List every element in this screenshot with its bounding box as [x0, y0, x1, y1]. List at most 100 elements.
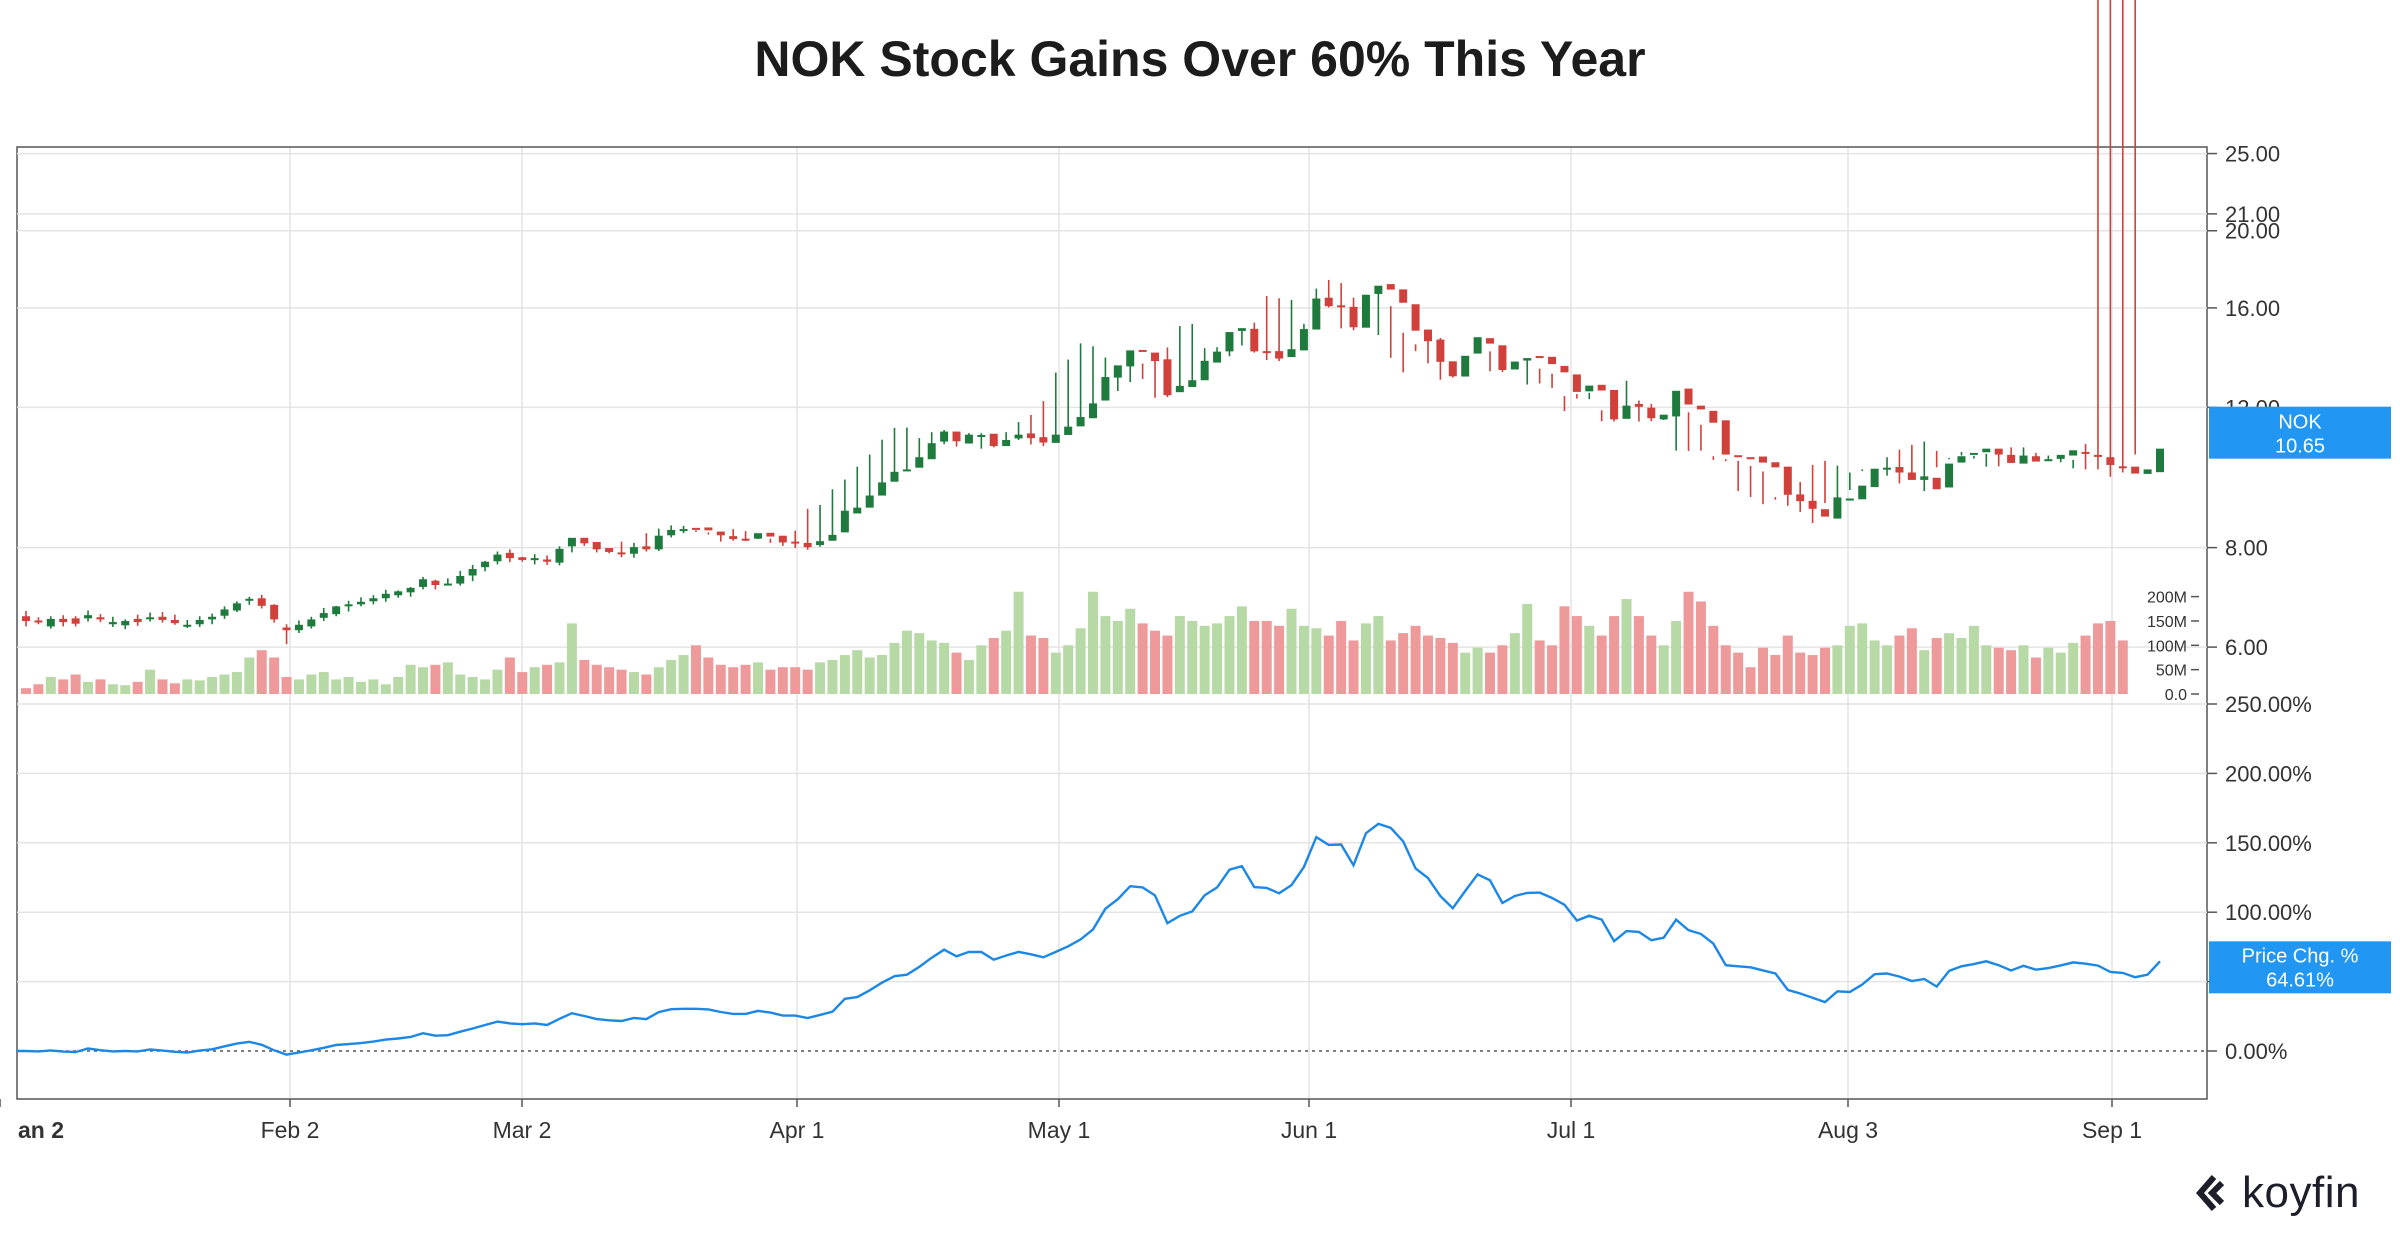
candle-body [2056, 454, 2065, 459]
volume-bar [1125, 608, 1136, 694]
candle-body [1684, 388, 1693, 405]
volume-bar [1894, 635, 1905, 694]
volume-bar [95, 679, 106, 694]
candle-body [865, 495, 874, 508]
candle-body [1113, 365, 1122, 378]
candle-body [232, 603, 241, 611]
candle-body [853, 507, 862, 514]
volume-bar [1757, 647, 1768, 694]
candle-body [1969, 452, 1978, 455]
candle-body [2019, 455, 2028, 464]
volume-bar [1609, 616, 1620, 694]
price-change-line [17, 822, 2161, 1056]
volume-bar [182, 679, 193, 694]
candle-body [1796, 494, 1805, 502]
volume-bar [690, 645, 701, 694]
koyfin-logo-text: koyfin [2242, 1168, 2360, 1217]
candle-body [518, 557, 527, 560]
koyfin-logo-icon [2196, 1175, 2225, 1211]
candle-body [419, 579, 428, 587]
candle-body [493, 554, 502, 562]
candle-body [1324, 297, 1333, 307]
volume-bar [1559, 606, 1570, 694]
pct-tick-label: 200.00% [2225, 761, 2312, 786]
candle-body [1920, 476, 1929, 480]
volume-bar [343, 676, 354, 694]
candle-body [1486, 338, 1495, 344]
candle-body [2156, 448, 2164, 473]
volume-bar [1472, 647, 1483, 694]
volume-bar [1509, 633, 1520, 694]
volume-bar [1882, 645, 1893, 694]
candle-body [1064, 426, 1073, 435]
candle-body [1858, 485, 1867, 500]
volume-bar [1931, 638, 1942, 694]
volume-bar [2043, 647, 2054, 694]
volume-bar [1410, 625, 1421, 694]
candle-body [270, 604, 279, 620]
volume-bar [1944, 633, 1955, 694]
volume-bar [1832, 645, 1843, 694]
candle-body [332, 606, 341, 615]
candle-body [716, 531, 725, 536]
plot-frame [16, 146, 2208, 1100]
volume-bar [889, 642, 900, 694]
price-tick-label: 21.00 [2225, 202, 2280, 227]
candle-body [1883, 467, 1892, 470]
candle-body [356, 601, 365, 605]
volume-bar [1683, 591, 1694, 694]
candle-body [1299, 329, 1308, 351]
x-tick-label: May 1 [1028, 1117, 1091, 1143]
candle-body [1089, 403, 1097, 419]
candle-body [1051, 434, 1060, 443]
volume-bar [504, 657, 515, 694]
candle-body [1213, 351, 1222, 363]
volume-bar [1063, 645, 1074, 694]
volume-bar [318, 672, 329, 694]
candle-body [1771, 462, 1780, 468]
volume-bar [331, 679, 342, 694]
volume-bar [1050, 652, 1061, 694]
candle-body [1783, 466, 1792, 495]
candle-body [1597, 384, 1606, 391]
volume-bar [1112, 620, 1123, 694]
candle-body [1026, 433, 1035, 439]
x-tick-label: Feb 2 [261, 1117, 320, 1143]
volume-bar [2117, 640, 2128, 694]
nok-badge-value: 10.65 [2275, 436, 2325, 458]
volume-layer [21, 591, 2128, 694]
volume-bar [405, 664, 416, 694]
volume-bar [1993, 647, 2004, 694]
volume-bar [554, 662, 565, 694]
candle-body [667, 529, 676, 536]
candle-body [2093, 454, 2102, 457]
volume-bar [269, 657, 280, 694]
volume-bar [1212, 623, 1223, 694]
candle-body [282, 627, 291, 631]
candle-body [1014, 434, 1023, 439]
candle-body [1076, 417, 1085, 427]
volume-bar [1274, 625, 1285, 694]
candle-body [1423, 329, 1432, 342]
candle-body [1175, 385, 1184, 393]
volume-bar [393, 676, 404, 694]
candle-body [1349, 306, 1358, 328]
volume-bar [827, 659, 838, 694]
candle-body [2131, 466, 2140, 474]
candle-body [729, 536, 738, 540]
volume-bar [1534, 640, 1545, 694]
volume-bar [678, 655, 689, 694]
volume-bar [157, 679, 168, 694]
candle-body [840, 510, 849, 533]
volume-bar [256, 650, 267, 694]
candle-layer [22, 0, 2164, 645]
candle-body [1138, 349, 1147, 352]
candle-body [679, 529, 688, 532]
volume-bar [480, 679, 491, 694]
candle-body [2106, 457, 2115, 465]
volume-bar [1460, 652, 1471, 694]
volume-bar [777, 667, 788, 694]
candle-body [1721, 420, 1730, 455]
candle-body [1560, 365, 1569, 373]
